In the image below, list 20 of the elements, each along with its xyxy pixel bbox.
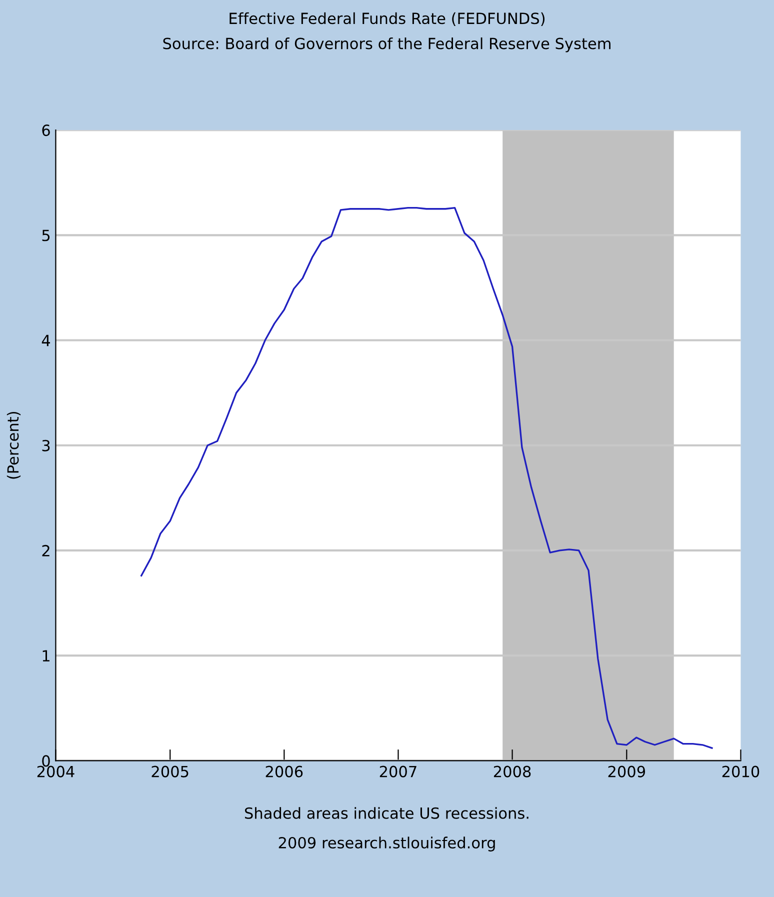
text: Shaded areas indicate US recessions.: [244, 807, 528, 819]
y-tick-label: 0: [42, 755, 50, 767]
y-axis-title: (Percent): [6, 412, 21, 479]
line-series: [140, 207, 713, 749]
y-tick-label: 1: [42, 650, 50, 662]
x-tick-label: 2007: [380, 766, 416, 778]
x-tick-label: 2004: [37, 766, 74, 778]
y-tick-label: 5: [42, 230, 50, 242]
x-tick-label: 2005: [152, 766, 188, 778]
y-tick-label: 4: [42, 334, 50, 346]
x-tick-label: 2008: [494, 766, 531, 778]
x-tick-label: 2009: [608, 766, 646, 778]
x-tick-label: 2010: [722, 766, 760, 778]
chart-title: Effective Federal Funds Rate (FEDFUNDS): [230, 12, 544, 26]
y-tick-label: 6: [42, 124, 50, 136]
text: 2009 research.stlouisfed.org: [278, 836, 495, 852]
chart-subtitle: Source: Board of Governors of the Federal Reserve System: [163, 37, 610, 52]
x-tick-label: 2006: [266, 766, 303, 778]
y-tick-label: 3: [42, 440, 50, 452]
y-tick-label: 2: [42, 544, 50, 556]
